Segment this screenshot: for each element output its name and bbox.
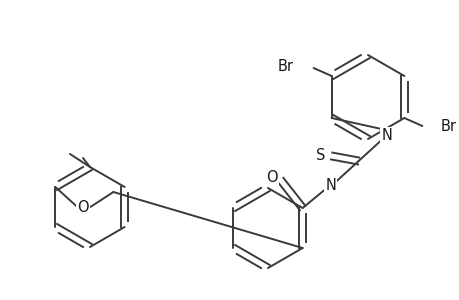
Text: O: O <box>78 200 89 214</box>
Text: N: N <box>381 128 391 143</box>
Text: S: S <box>315 148 325 164</box>
Text: Br: Br <box>277 58 293 74</box>
Text: O: O <box>265 169 277 184</box>
Text: Br: Br <box>439 118 455 134</box>
Text: N: N <box>325 178 336 194</box>
